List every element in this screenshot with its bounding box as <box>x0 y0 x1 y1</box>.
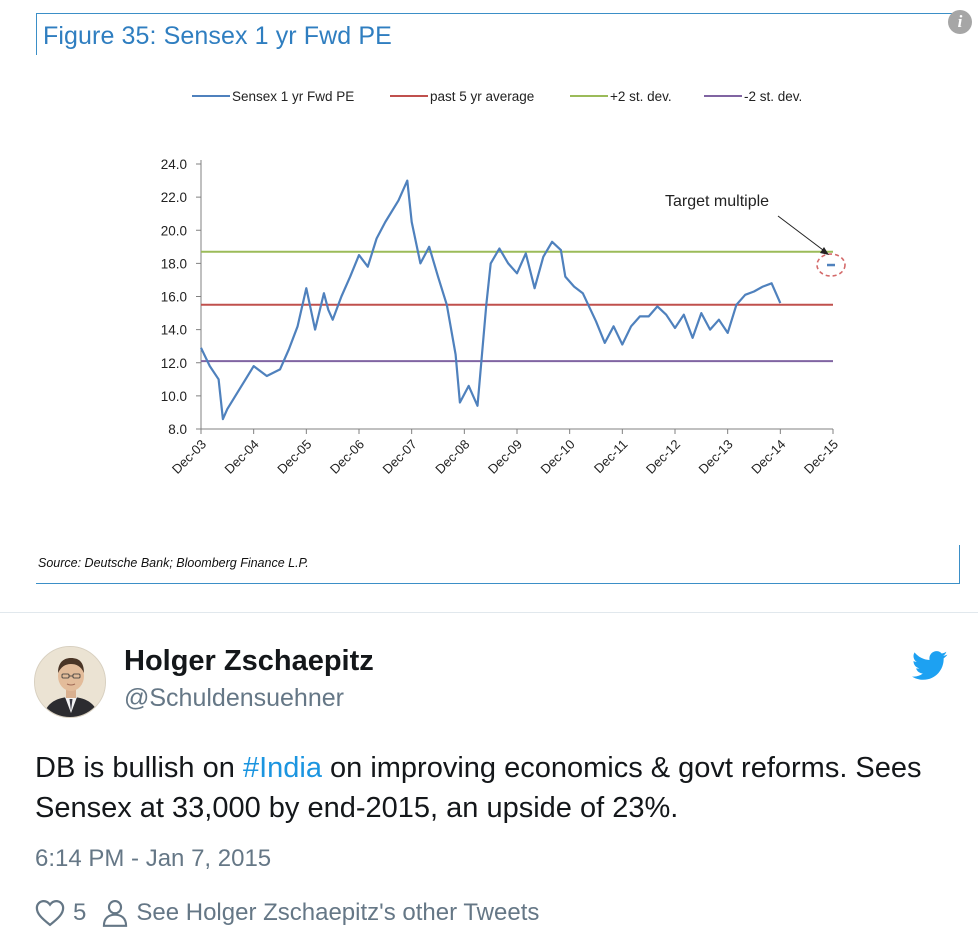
x-tick-label: Dec-06 <box>327 437 367 477</box>
x-tick-label: Dec-08 <box>432 437 472 477</box>
x-tick-label: Dec-11 <box>591 437 631 477</box>
avatar-portrait <box>35 647 105 717</box>
y-tick-label: 8.0 <box>168 422 187 437</box>
figure-bottom-rule <box>36 583 960 584</box>
tweet-text: DB is bullish on #India on improving eco… <box>35 748 965 828</box>
x-axis: Dec-03 Dec-04 Dec-05 Dec-06 Dec-07 Dec-08 Dec-… <box>169 428 841 477</box>
x-tick-label: Dec-14 <box>748 437 788 477</box>
legend-label-1: Sensex 1 yr Fwd PE <box>232 89 354 104</box>
x-tick-label: Dec-05 <box>274 437 314 477</box>
hashtag-link-india[interactable]: #India <box>242 752 322 784</box>
figure-right-rule <box>959 545 960 584</box>
y-tick-label: 20.0 <box>161 223 187 238</box>
y-tick-label: 18.0 <box>161 256 187 271</box>
see-other-tweets-link[interactable]: See Holger Zschaepitz's other Tweets <box>102 899 539 927</box>
y-tick-label: 10.0 <box>161 389 187 404</box>
author-name[interactable]: Holger Zschaepitz <box>124 645 374 677</box>
tweet-text-end: on improving economics & govt reforms. S… <box>35 752 922 824</box>
tweet-text-start: DB is bullish on <box>35 752 243 784</box>
x-tick-label: Dec-07 <box>380 437 420 477</box>
annotation-target-multiple: Target multiple <box>665 193 769 210</box>
sensex-pe-chart: Sensex 1 yr Fwd PE past 5 yr average +2 st… <box>161 89 846 477</box>
sensex-pe-series-line <box>200 179 782 421</box>
y-tick-label: 24.0 <box>161 157 187 172</box>
embedded-figure: Figure 35: Sensex 1 yr Fwd PE i Sensex 1… <box>36 10 972 584</box>
tweet-timestamp[interactable]: 6:14 PM - Jan 7, 2015 <box>35 845 272 872</box>
author-handle[interactable]: @Schuldensuehner <box>124 684 344 712</box>
annotation-arrow <box>777 215 828 254</box>
y-tick-label: 16.0 <box>161 290 187 305</box>
person-icon <box>103 900 128 927</box>
x-tick-label: Dec-10 <box>538 437 578 477</box>
legend-label-3: +2 st. dev. <box>610 89 672 104</box>
y-tick-label: 12.0 <box>161 356 187 371</box>
x-tick-label: Dec-03 <box>169 437 209 477</box>
figure-source: Source: Deutsche Bank; Bloomberg Finance… <box>38 556 309 570</box>
figure-title: Figure 35: Sensex 1 yr Fwd PE <box>43 22 392 50</box>
y-tick-label: 22.0 <box>161 190 187 205</box>
like-button[interactable]: 5 <box>35 899 86 927</box>
x-tick-label: Dec-13 <box>696 437 736 477</box>
legend-label-4: -2 st. dev. <box>744 89 802 104</box>
figure-top-rule <box>36 13 956 14</box>
see-other-tweets-label: See Holger Zschaepitz's other Tweets <box>136 899 540 926</box>
chart-legend: Sensex 1 yr Fwd PE past 5 yr average +2 st… <box>192 89 802 104</box>
annotation-arrowhead <box>820 247 829 255</box>
y-axis: 8.0 10.0 12.0 14.0 16.0 18.0 20.0 22.0 24.0 <box>161 157 202 437</box>
y-tick-label: 14.0 <box>161 323 187 338</box>
annotation-layer: Target multiple <box>665 193 846 277</box>
x-tick-label: Dec-04 <box>222 437 262 477</box>
card-divider <box>0 612 978 613</box>
x-tick-label: Dec-15 <box>801 437 841 477</box>
series-layer <box>200 179 782 421</box>
x-tick-label: Dec-12 <box>643 437 683 477</box>
figure-left-rule <box>36 13 37 55</box>
info-icon[interactable]: i <box>948 10 972 34</box>
tweet-actions: 5 See Holger Zschaepitz's other Tweets <box>35 898 539 928</box>
heart-icon <box>35 899 65 927</box>
legend-label-2: past 5 yr average <box>430 89 534 104</box>
twitter-bird-icon[interactable] <box>912 651 948 681</box>
avatar[interactable] <box>34 646 106 718</box>
like-count: 5 <box>73 899 87 926</box>
reference-lines <box>201 250 833 363</box>
target-highlight-ellipse <box>816 253 846 277</box>
x-tick-label: Dec-09 <box>485 437 525 477</box>
